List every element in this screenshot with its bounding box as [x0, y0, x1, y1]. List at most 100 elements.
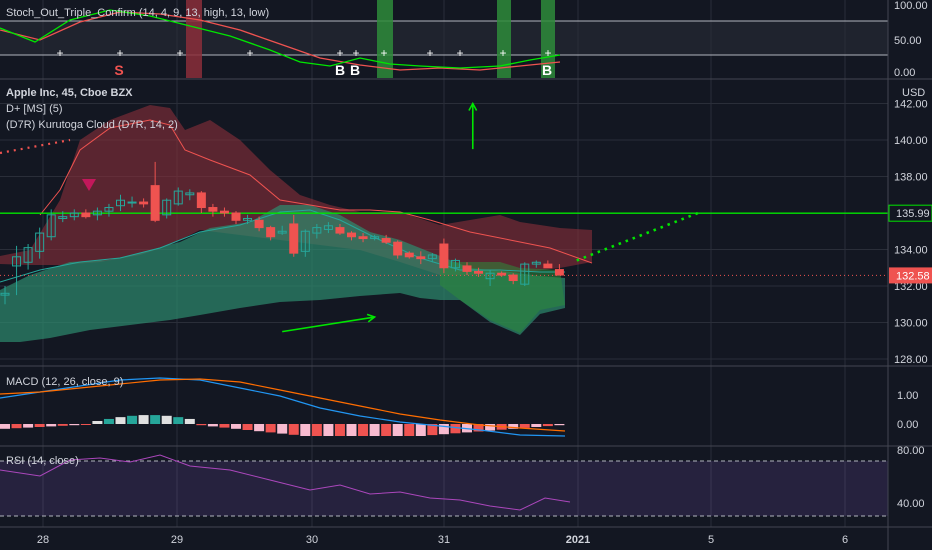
candle-body	[173, 190, 183, 205]
stoch-title[interactable]: Stoch_Out_Triple_Confirm (14, 4, 9, 13, …	[6, 7, 270, 19]
candle-body	[300, 230, 310, 252]
stoch-plus-marker: +	[544, 46, 551, 60]
cloud-lower-edge	[0, 209, 565, 283]
rsi-title[interactable]: RSI (14, close)	[6, 455, 79, 467]
macd-histogram-bar	[173, 417, 184, 424]
candle-body	[127, 201, 137, 204]
candle-body	[323, 225, 333, 230]
price-tick-label: 130.00	[894, 318, 928, 330]
x-axis-label: 6	[842, 534, 848, 546]
macd-line	[0, 377, 566, 437]
stoch-plus-marker: +	[499, 46, 506, 60]
macd-histogram-bar	[358, 424, 369, 436]
rsi-line	[0, 454, 571, 511]
cloud-bearish	[0, 105, 592, 275]
macd-histogram-bar	[265, 424, 276, 433]
price-tick-label: 140.00	[894, 135, 928, 147]
symbol-title[interactable]: Apple Inc, 45, Cboe BZX	[6, 87, 133, 99]
candle-body	[427, 254, 437, 260]
price-tick-label: 138.00	[894, 172, 928, 184]
candle-body	[404, 252, 414, 258]
candle-body	[289, 223, 299, 254]
candle-body	[139, 201, 149, 205]
stoch-plus-marker: +	[116, 46, 123, 60]
rsi-band	[0, 461, 888, 516]
axis-labels: 100.0050.000.00USD142.00140.00138.00136.…	[37, 0, 932, 546]
level-badge-text: 135.99	[896, 208, 930, 220]
candle-body	[104, 207, 114, 212]
candle-body	[485, 272, 495, 280]
stoch-highlight-bar	[377, 0, 393, 78]
candle-body	[150, 185, 160, 221]
stoch-highlight-bar	[541, 0, 555, 78]
candle-body	[81, 212, 91, 218]
trend-dotted-red	[0, 138, 71, 155]
candle-body	[450, 259, 460, 269]
macd-histogram-bar	[103, 418, 114, 424]
macd-tick-label: 1.00	[897, 390, 918, 402]
macd-histogram-bar	[184, 418, 195, 424]
macd-histogram-bar	[150, 415, 161, 424]
macd-histogram-bar	[334, 424, 345, 436]
candle-body	[243, 217, 253, 221]
candle-body	[531, 261, 541, 265]
candle-body	[219, 210, 229, 214]
candle-body	[462, 265, 472, 272]
x-axis-label: 31	[438, 534, 450, 546]
level-badge	[888, 204, 932, 222]
candle-body	[46, 214, 56, 238]
macd-histogram-bar	[485, 424, 496, 431]
stoch-tick-label: 100.00	[894, 0, 928, 12]
candle-body	[358, 236, 368, 240]
candle-body	[92, 210, 102, 216]
macd-histogram-bar	[404, 424, 415, 436]
price-tick-label: 132.00	[894, 281, 928, 293]
candle-body	[554, 269, 564, 276]
macd-histogram-bar	[23, 424, 34, 428]
stoch-plus-marker: +	[352, 46, 359, 60]
candle-body	[266, 227, 276, 238]
annotation-arrow-head	[366, 313, 377, 323]
macd-histogram-bar	[127, 415, 138, 424]
indicator-title-dplus[interactable]: D+ [MS] (5)	[6, 103, 63, 115]
macd-title[interactable]: MACD (12, 26, close, 9)	[6, 376, 124, 388]
macd-pane	[0, 377, 566, 437]
candle-body	[381, 238, 391, 243]
annotation-arrow-head	[468, 101, 478, 111]
macd-histogram-bar	[323, 424, 334, 436]
currency-label: USD	[902, 87, 925, 99]
candle-body	[543, 263, 553, 269]
macd-histogram-bar	[115, 417, 126, 424]
candle-body	[185, 192, 195, 196]
projection-dotted-line	[576, 211, 699, 262]
macd-histogram-bar	[554, 424, 565, 426]
stoch-tick-label: 50.00	[894, 35, 922, 47]
sell-triangle-marker	[82, 179, 96, 191]
stoch-slow-line	[0, 11, 561, 71]
candle-body	[370, 236, 380, 240]
x-axis-label: 5	[708, 534, 714, 546]
macd-histogram-bar	[34, 424, 45, 427]
macd-histogram-bar	[161, 415, 172, 424]
candle-body	[12, 256, 22, 267]
price-tick-label: 142.00	[894, 99, 928, 111]
macd-histogram-bar	[138, 415, 149, 424]
macd-histogram-bar	[531, 424, 542, 427]
candle-body	[35, 232, 45, 252]
indicator-title-kurutoga[interactable]: (D7R) Kurutoga Cloud (D7R, 14, 2)	[6, 119, 178, 131]
cloud-bullish	[0, 205, 565, 342]
candle-body	[277, 230, 287, 234]
stoch-plus-marker: +	[246, 46, 253, 60]
candle-body	[508, 274, 518, 282]
macd-histogram-bar	[473, 424, 484, 432]
macd-histogram-bar	[369, 424, 380, 436]
candle-body	[312, 227, 322, 234]
candle-body	[416, 256, 426, 260]
macd-histogram-bar	[11, 424, 22, 429]
rsi-tick-label: 40.00	[897, 498, 925, 510]
rsi-tick-label: 80.00	[897, 445, 925, 457]
macd-histogram-bar	[311, 424, 322, 436]
stoch-fast-line	[0, 9, 561, 69]
